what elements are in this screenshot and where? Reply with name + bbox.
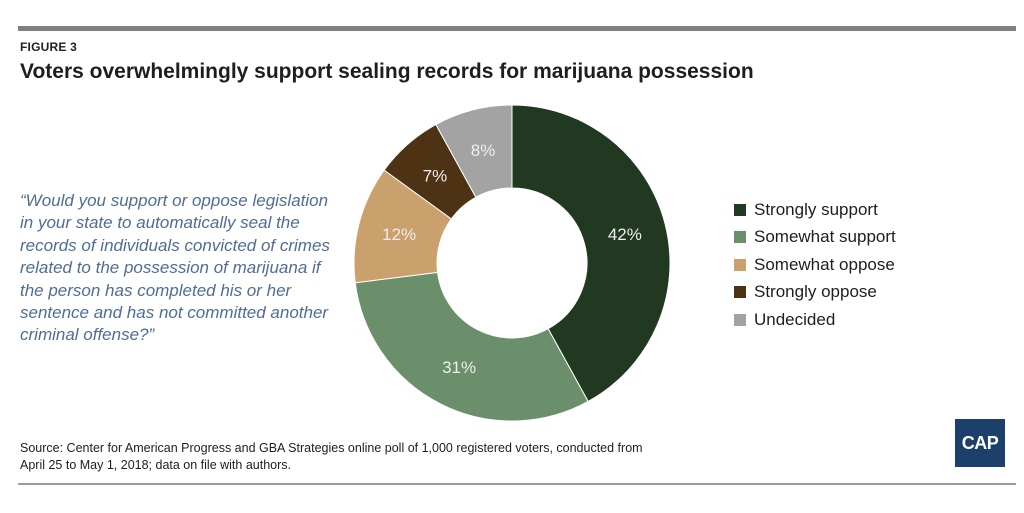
survey-question: “Would you support or oppose legislation… (20, 191, 330, 345)
legend-item: Somewhat support (734, 224, 896, 252)
legend-item: Undecided (734, 306, 896, 334)
legend: Strongly support Somewhat support Somewhat… (734, 196, 896, 334)
legend-label: Strongly support (754, 199, 878, 219)
slice-value-label: 8% (471, 141, 496, 160)
slice-labels: 42% 31% 12% 7% 8% (382, 141, 642, 377)
slice-value-label: 12% (382, 225, 416, 244)
legend-label: Strongly oppose (754, 282, 877, 302)
bottom-rule (18, 483, 1016, 485)
legend-item: Strongly oppose (734, 279, 896, 307)
top-rule (18, 26, 1016, 31)
legend-swatch (734, 286, 746, 299)
slice-value-label: 42% (608, 225, 642, 244)
legend-swatch (734, 258, 746, 271)
cap-logo: CAP (955, 419, 1005, 467)
slice-somewhat-support (354, 271, 589, 422)
donut-slices (353, 104, 671, 422)
legend-label: Somewhat oppose (754, 254, 895, 274)
legend-label: Somewhat support (754, 227, 896, 247)
donut-chart: 42% 31% 12% 7% 8% (353, 104, 671, 422)
legend-label: Undecided (754, 309, 836, 329)
legend-item: Strongly support (734, 196, 896, 224)
legend-swatch (734, 203, 746, 216)
slice-value-label: 31% (442, 358, 476, 377)
source-note: Source: Center for American Progress and… (20, 441, 643, 472)
figure-label: FIGURE 3 (20, 40, 77, 54)
slice-strongly-support (511, 104, 671, 403)
legend-item: Somewhat oppose (734, 251, 896, 279)
legend-swatch (734, 231, 746, 244)
slice-value-label: 7% (423, 167, 448, 186)
chart-title: Voters overwhelmingly support sealing re… (20, 60, 754, 83)
legend-swatch (734, 313, 746, 326)
slice-undecided (435, 104, 513, 198)
